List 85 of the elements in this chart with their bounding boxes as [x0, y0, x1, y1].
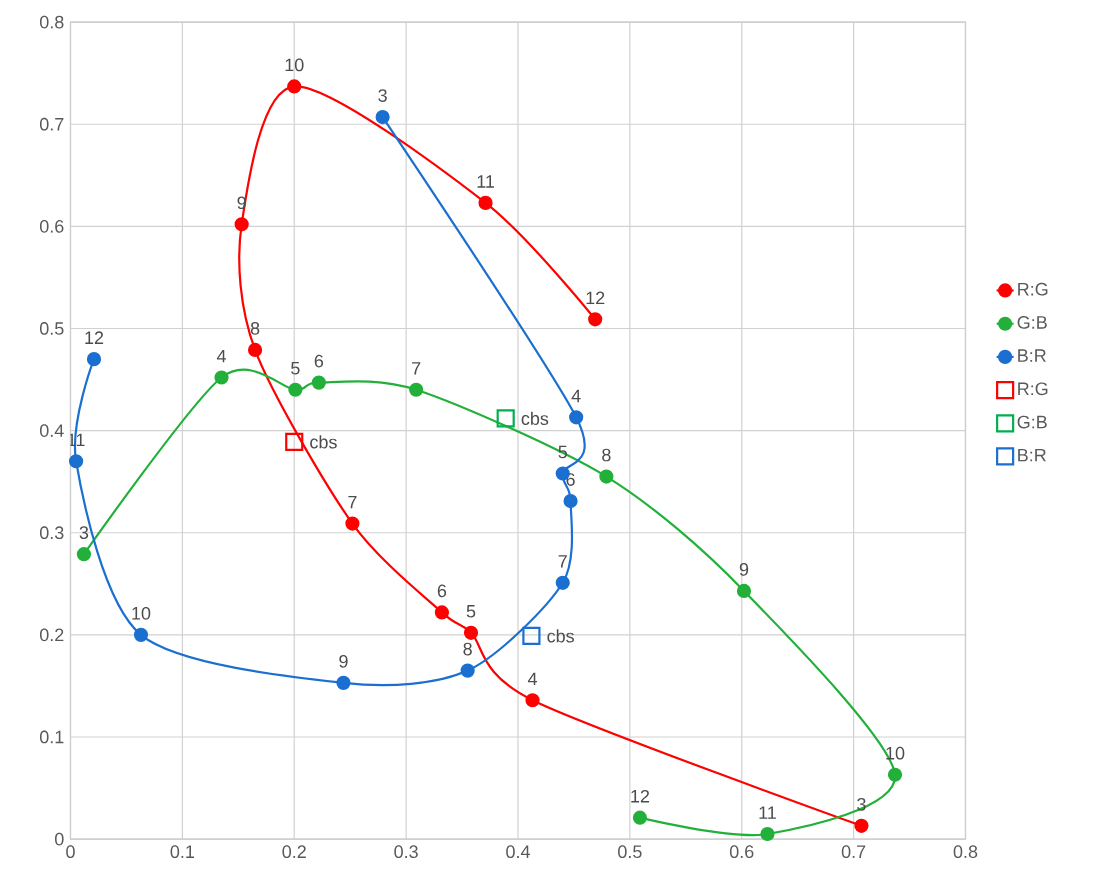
- annotation: 3: [378, 89, 387, 102]
- point: [76, 547, 92, 562]
- x-tick-label: 0.4: [506, 845, 530, 859]
- point: [854, 818, 869, 833]
- annotation: 10: [285, 58, 304, 72]
- annotation: 4: [216, 349, 226, 363]
- annotation: 9: [739, 563, 749, 576]
- point: [460, 663, 475, 678]
- legend-label: R:G: [1018, 282, 1048, 296]
- point: [133, 627, 149, 642]
- point: [522, 626, 541, 645]
- annotation: 11: [759, 806, 776, 819]
- x-tick-label: 0.8: [953, 845, 978, 859]
- annotation: cbs: [547, 629, 574, 643]
- annotation: cbs: [310, 435, 337, 449]
- point: [588, 312, 603, 327]
- y-tick-label: 0: [54, 832, 64, 846]
- annotation: 10: [886, 746, 905, 760]
- point: [760, 826, 775, 842]
- point: [311, 375, 326, 390]
- point: [599, 469, 614, 484]
- annotation: 6: [314, 354, 324, 368]
- annotation: 9: [339, 654, 348, 668]
- point: [525, 693, 540, 708]
- point: [569, 410, 584, 425]
- y-tick-label: 0.8: [39, 15, 64, 29]
- annotation: 4: [571, 389, 581, 403]
- x-tick-label: 0.3: [394, 845, 418, 859]
- y-tick-label: 0.7: [39, 117, 64, 131]
- x-tick-label: 0.5: [618, 845, 642, 859]
- point: [736, 583, 752, 599]
- legend-label: G:B: [1017, 415, 1047, 429]
- annotation: 4: [527, 672, 538, 686]
- annotation: 7: [412, 362, 421, 375]
- y-tick-label: 0.2: [39, 628, 64, 642]
- point: [214, 370, 229, 385]
- point: [555, 575, 570, 590]
- annotation: 7: [558, 555, 567, 568]
- x-tick-label: 0: [66, 845, 75, 859]
- legend-label: R:G: [1018, 382, 1048, 396]
- point: [496, 409, 515, 428]
- point: [632, 810, 648, 825]
- y-tick-label: 0.1: [39, 730, 64, 744]
- legend-label: G:B: [1017, 316, 1047, 329]
- point: [887, 767, 903, 782]
- legend-label: B:R: [1018, 349, 1046, 362]
- x-tick-label: 0.2: [282, 845, 306, 859]
- annotation: 6: [437, 584, 447, 598]
- point: [434, 605, 450, 620]
- point: [409, 382, 424, 397]
- annotation: 3: [857, 797, 866, 811]
- y-tick-label: 0.6: [39, 220, 64, 233]
- point: [463, 625, 479, 640]
- annotation: 3: [79, 526, 89, 539]
- x-tick-label: 0.6: [729, 845, 754, 859]
- annotation: 12: [631, 789, 650, 803]
- legend-label: B:R: [1018, 448, 1046, 462]
- point: [68, 454, 84, 469]
- point: [336, 675, 351, 690]
- y-tick-label: 0.4: [39, 424, 64, 437]
- annotation: 5: [291, 362, 300, 375]
- annotation: 8: [250, 322, 260, 335]
- annotation: 10: [132, 606, 151, 620]
- point: [234, 217, 249, 232]
- point: [285, 432, 304, 451]
- point: [287, 79, 302, 94]
- annotation: 12: [85, 331, 104, 344]
- annotation: 8: [602, 448, 611, 462]
- y-tick-label: 0.5: [39, 322, 64, 335]
- x-tick-label: 0.1: [170, 845, 194, 859]
- annotation: 11: [477, 175, 494, 188]
- point: [478, 195, 493, 210]
- annotation: 8: [463, 642, 472, 656]
- point: [375, 109, 390, 125]
- annotation: 5: [466, 605, 476, 618]
- x-tick-label: 0.7: [841, 845, 866, 859]
- point: [247, 342, 263, 358]
- y-tick-label: 0.3: [39, 526, 64, 540]
- point: [563, 493, 578, 509]
- annotation: cbs: [521, 411, 549, 425]
- point: [86, 352, 102, 367]
- point: [345, 516, 360, 531]
- annotation: 7: [348, 495, 357, 509]
- point: [288, 382, 303, 397]
- annotation: 12: [586, 291, 605, 305]
